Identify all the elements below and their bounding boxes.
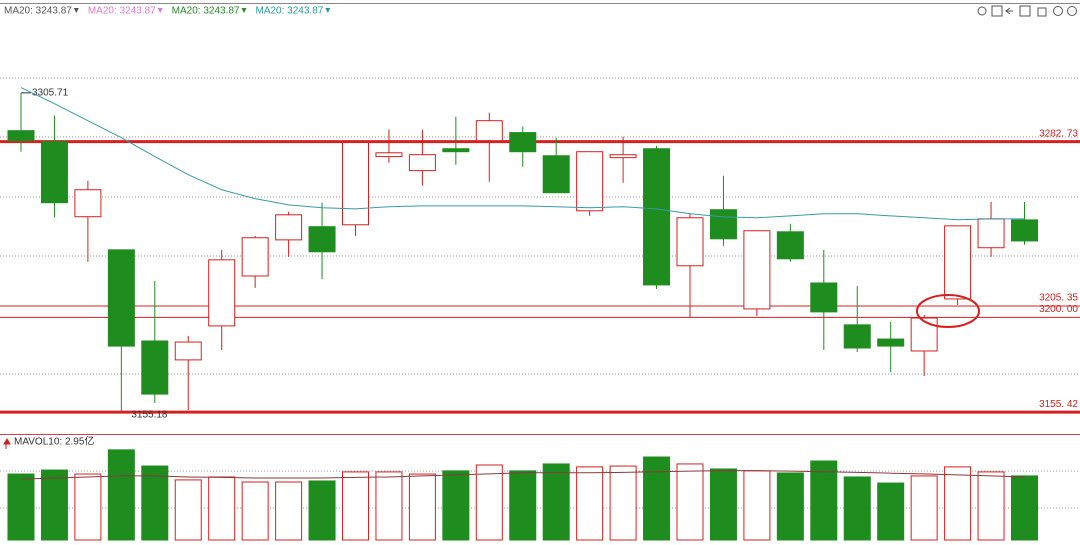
candle-body — [509, 132, 537, 153]
candle-body — [40, 141, 68, 204]
tool-icon[interactable] — [1067, 6, 1077, 16]
legend-entry: MA20: 3243.87 — [255, 6, 323, 17]
candle-body — [743, 230, 771, 310]
toolbar[interactable] — [977, 5, 1077, 17]
candle-body — [944, 225, 972, 300]
volume-bar — [877, 482, 905, 541]
volume-bar — [174, 479, 202, 541]
volume-bar — [709, 468, 737, 541]
candle-body — [342, 142, 369, 226]
volume-bar — [74, 473, 102, 541]
volume-bar — [776, 472, 804, 541]
volume-bar — [977, 471, 1005, 541]
tool-icon[interactable] — [991, 5, 1003, 17]
candle-body — [275, 214, 303, 241]
candle-body — [843, 324, 871, 349]
volume-bar — [810, 460, 838, 541]
candle-body — [442, 148, 470, 153]
legend-entry: MA20: 3243.87 — [88, 6, 156, 17]
volume-bar — [1011, 475, 1038, 541]
volume-bar — [408, 473, 436, 541]
candle-body — [776, 231, 804, 260]
volume-bar — [342, 471, 369, 541]
ma-line — [20, 87, 1025, 221]
candle-body — [7, 130, 35, 142]
candle-body — [709, 209, 737, 240]
candle-body — [1011, 219, 1038, 242]
volume-bar — [542, 463, 570, 541]
low-label: 3155.18 — [131, 409, 168, 420]
volume-bar — [743, 470, 771, 541]
level-label: 3282. 73 — [1039, 128, 1078, 139]
candle-body — [241, 237, 269, 277]
legend-entry: MA20: 3243.87 — [172, 6, 240, 17]
volume-arrow — [3, 438, 11, 449]
legend-arrow — [241, 8, 247, 13]
candle-body — [174, 341, 202, 361]
tool-icon[interactable] — [1037, 7, 1047, 17]
level-label: 3205. 35 — [1039, 293, 1078, 304]
volume-bar — [509, 470, 537, 541]
volume-bar — [442, 470, 470, 541]
legend-arrow — [73, 8, 79, 13]
candle-body — [375, 152, 403, 158]
volume-bar — [308, 480, 336, 541]
tool-icon[interactable] — [1019, 5, 1031, 17]
candle-body — [643, 148, 671, 286]
tool-icon[interactable] — [977, 6, 987, 16]
candle-body — [308, 226, 336, 253]
volume-bar — [609, 465, 637, 541]
volume-bar — [944, 466, 972, 541]
volume-bar — [910, 475, 938, 541]
level-label: 3155. 42 — [1039, 399, 1078, 410]
candle-body — [408, 154, 436, 172]
volume-ma-line — [20, 470, 1025, 480]
candle-body — [107, 249, 135, 347]
candle-body — [141, 340, 169, 395]
highlight-circle — [916, 294, 980, 328]
legend-arrow — [325, 8, 331, 13]
candle-body — [576, 151, 604, 212]
volume-bar — [107, 449, 135, 541]
candle-body — [609, 154, 637, 159]
tool-icon[interactable] — [1053, 6, 1063, 16]
grid — [0, 77, 1080, 509]
candle-body — [74, 189, 102, 218]
volume-bar — [141, 465, 169, 541]
tool-icon[interactable] — [1005, 7, 1013, 15]
candle-body — [542, 155, 570, 194]
volume-bar — [275, 481, 303, 541]
level-label: 3200. 00 — [1039, 304, 1078, 315]
volume-bar — [241, 481, 269, 541]
candle-body — [977, 218, 1005, 249]
volume-bar — [676, 463, 704, 541]
volume-bar — [576, 466, 604, 541]
candle-body — [877, 338, 905, 347]
volume-bar — [375, 471, 403, 541]
candle-body — [676, 217, 704, 267]
volume-bar — [475, 464, 503, 541]
volume-bar — [643, 456, 671, 541]
volume-title: MAVOL10: 2.95亿 — [14, 435, 94, 448]
candle-body — [475, 120, 503, 142]
volume-bar — [843, 476, 871, 541]
volume-bar — [208, 476, 236, 541]
volume-bar — [7, 473, 35, 541]
candle-body — [910, 317, 938, 352]
candle-body — [810, 282, 838, 313]
high-label: 3305.71 — [32, 87, 69, 98]
legend-entry: MA20: 3243.87 — [4, 6, 72, 17]
legend-arrow — [157, 8, 163, 13]
volume-bar — [40, 469, 68, 541]
candle-body — [208, 259, 236, 327]
